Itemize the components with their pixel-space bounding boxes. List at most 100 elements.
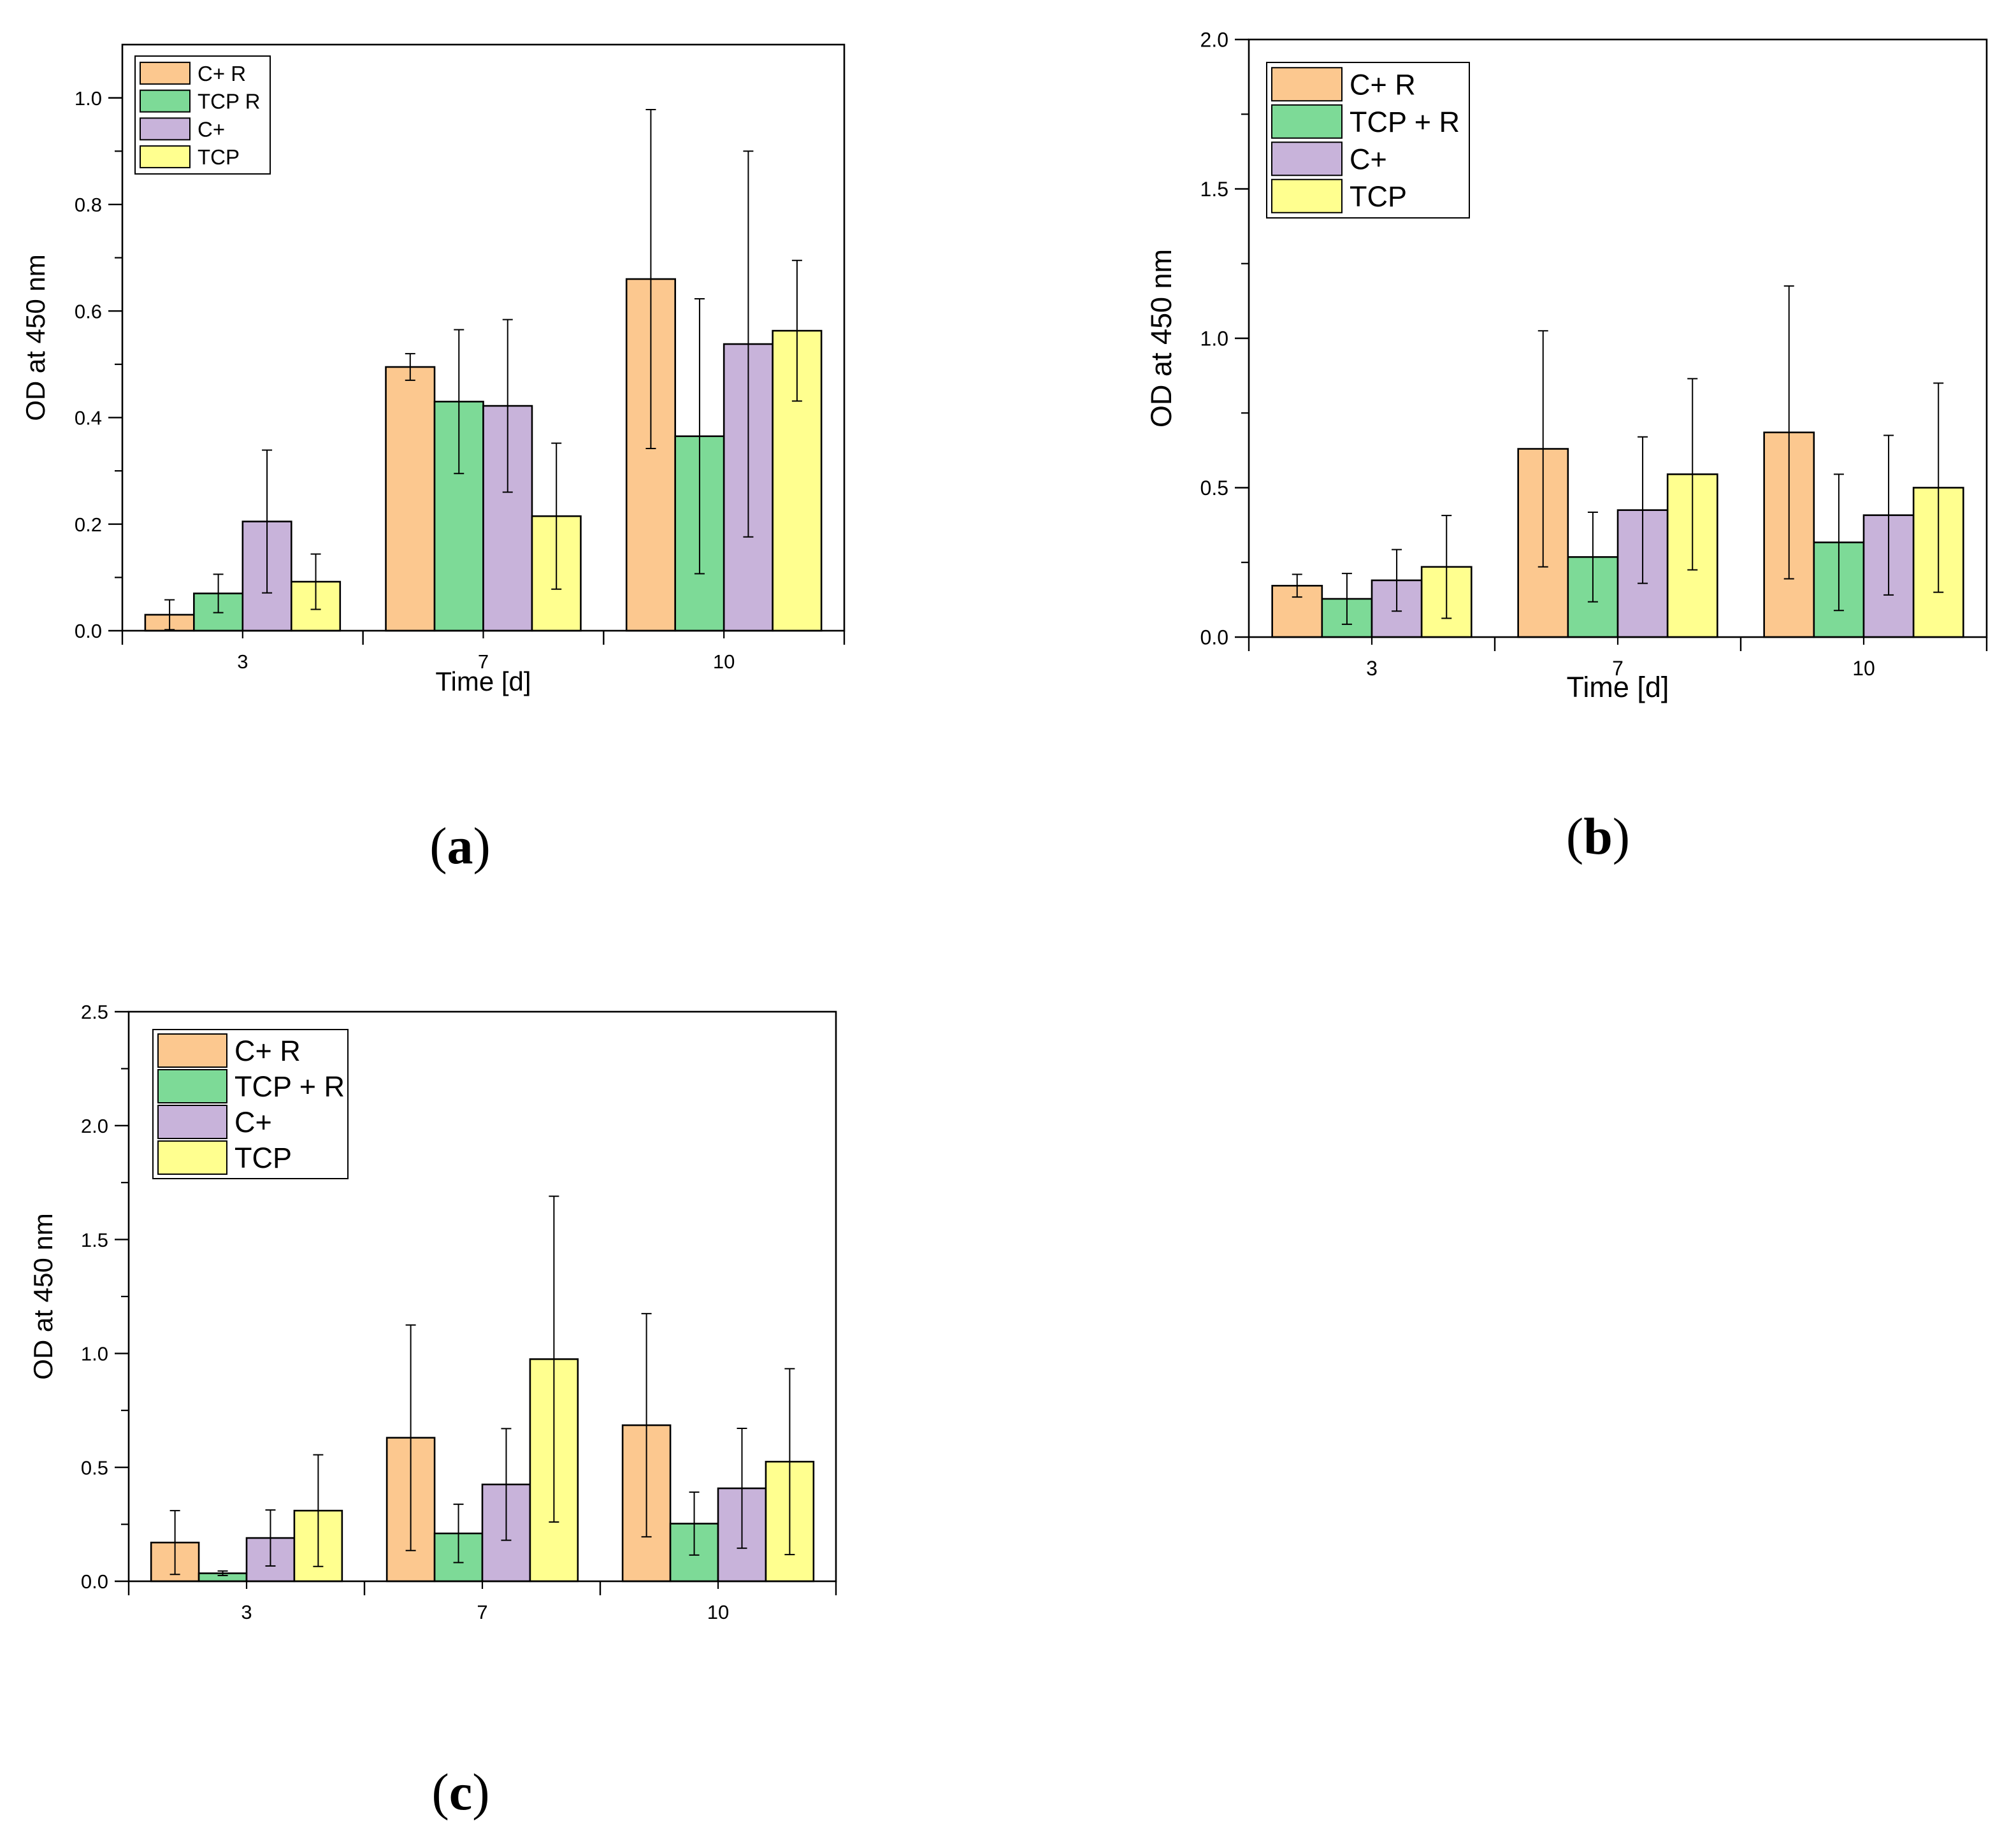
error-bar	[689, 1491, 700, 1556]
error-bar	[1933, 382, 1944, 593]
x-tick-label: 10	[707, 1601, 729, 1623]
legend-swatch	[140, 145, 191, 169]
x-tick-label: 3	[237, 650, 248, 673]
error-bar	[549, 1195, 559, 1523]
y-tick-label: 1.5	[81, 1229, 108, 1251]
error-bar	[313, 1454, 324, 1567]
legend-swatch	[157, 1069, 227, 1103]
error-bar	[1587, 511, 1598, 603]
error-bar	[1441, 515, 1452, 619]
panel-label: (a)	[429, 817, 491, 875]
y-tick-label: 1.0	[1200, 327, 1228, 350]
y-tick-label: 0.0	[81, 1570, 108, 1593]
panel-paren-open: (	[431, 1763, 449, 1821]
error-bar	[1292, 573, 1302, 598]
legend-swatch	[1271, 104, 1343, 139]
error-bar	[1883, 434, 1894, 596]
error-bar	[645, 109, 656, 449]
x-tick-label: 7	[478, 650, 489, 673]
chart-panel-a: 0.0 0.2 0.4 0.6 0.8 1.0 3 7 10 Time [d] OD at 450 …	[20, 43, 846, 875]
legend-label: C+ R	[1350, 68, 1416, 101]
x-axis-label: Time [d]	[1567, 671, 1669, 703]
error-bar	[1392, 549, 1402, 612]
error-bar	[405, 1324, 416, 1551]
y-tick-label: 0.0	[75, 620, 102, 642]
legend-label: C+ R	[234, 1035, 301, 1067]
y-tick-label: 0.2	[75, 513, 102, 536]
legend-label: C+	[234, 1106, 272, 1138]
y-tick-label: 2.0	[1200, 29, 1228, 52]
legend-label: TCP R	[198, 90, 260, 113]
error-bar	[169, 1510, 180, 1576]
x-tick-label: 7	[1612, 657, 1624, 680]
legend-swatch	[140, 117, 191, 141]
error-bar	[1687, 378, 1698, 571]
panel-paren-open: (	[1566, 807, 1583, 865]
legend-swatch	[157, 1105, 227, 1139]
error-bar	[262, 449, 273, 594]
legend-label: TCP + R	[1350, 106, 1460, 138]
error-bar	[164, 599, 175, 631]
error-bar	[1833, 473, 1844, 612]
panel-paren-close: )	[472, 1763, 489, 1821]
panel-paren-open: (	[429, 817, 447, 875]
error-bar	[265, 1509, 276, 1567]
x-tick-label: 7	[477, 1601, 487, 1623]
y-tick-label: 0.6	[75, 300, 102, 322]
error-bar	[1783, 285, 1794, 580]
error-bar	[1638, 436, 1648, 584]
error-bar	[694, 298, 705, 575]
y-tick-label: 0.0	[1200, 626, 1228, 649]
y-tick-label: 1.0	[75, 87, 102, 110]
y-axis-label: OD at 450 nm	[1145, 249, 1177, 427]
x-tick-label: 10	[1852, 657, 1875, 680]
y-axis-label: OD at 450 nm	[28, 1213, 58, 1379]
error-bar	[453, 1504, 464, 1563]
legend-swatch	[157, 1140, 227, 1175]
panel-paren-close: )	[1613, 807, 1630, 865]
y-tick-label: 1.5	[1200, 178, 1228, 201]
legend-label: TCP	[198, 145, 240, 169]
error-bar	[743, 150, 754, 538]
error-bar	[784, 1368, 795, 1556]
error-bar	[217, 1570, 228, 1577]
x-axis-label: Time [d]	[435, 666, 531, 696]
legend-label: C+	[198, 117, 225, 141]
legend-swatch	[1271, 67, 1343, 102]
panel-letter: c	[449, 1763, 472, 1821]
y-tick-label: 2.5	[81, 1001, 108, 1023]
legend-swatch	[157, 1033, 227, 1068]
y-tick-label: 0.5	[1200, 477, 1228, 499]
y-tick-label: 0.8	[75, 194, 102, 216]
legend-swatch	[1271, 141, 1343, 176]
error-bar	[454, 329, 464, 475]
error-bar	[213, 573, 224, 614]
error-bar	[791, 259, 802, 402]
error-bar	[1537, 330, 1548, 568]
x-tick-label: 3	[1366, 657, 1378, 680]
panel-label: (c)	[431, 1763, 489, 1821]
y-axis-label: OD at 450 nm	[20, 254, 50, 420]
legend-label: C+	[1350, 143, 1387, 175]
y-tick-label: 0.5	[81, 1456, 108, 1479]
y-tick-label: 2.0	[81, 1115, 108, 1137]
error-bar	[551, 442, 562, 590]
x-tick-label: 10	[713, 650, 735, 673]
bar-CR-day7	[385, 366, 436, 632]
error-bar	[737, 1428, 747, 1549]
error-bar	[502, 319, 513, 493]
error-bar	[1341, 573, 1352, 625]
panel-letter: b	[1583, 807, 1613, 865]
error-bar	[310, 553, 321, 610]
legend-label: TCP	[234, 1142, 292, 1174]
error-bar	[641, 1312, 652, 1538]
legend-swatch	[140, 89, 191, 113]
legend-label: C+ R	[198, 62, 246, 85]
panel-label: (b)	[1566, 807, 1630, 865]
panel-paren-close: )	[473, 817, 491, 875]
legend-swatch	[140, 61, 191, 85]
error-bar	[405, 353, 415, 381]
